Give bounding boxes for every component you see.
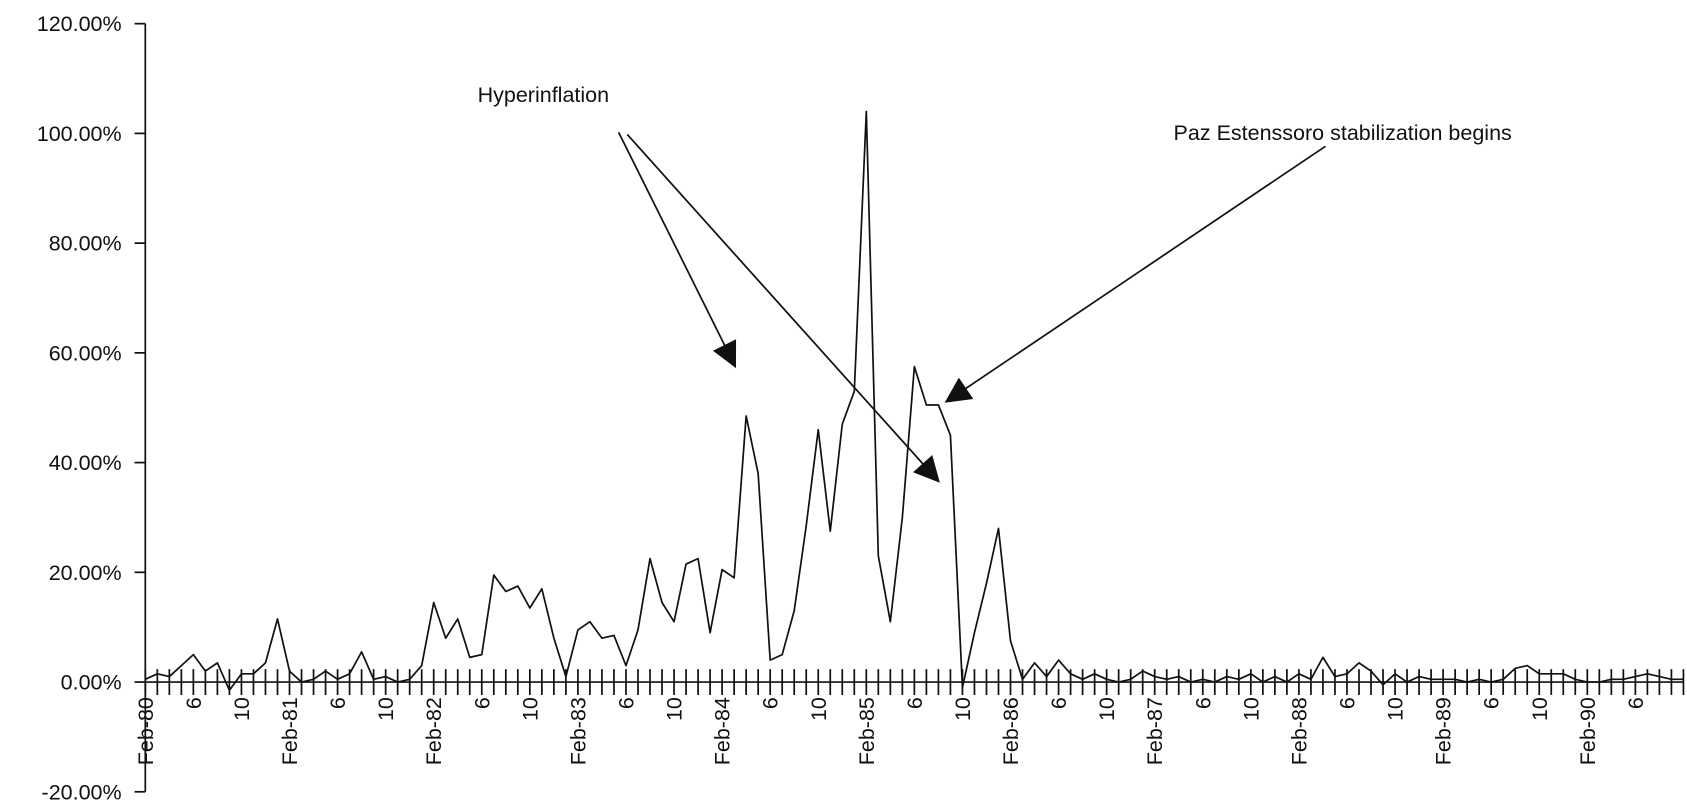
x-tick-label: 10 [951, 697, 975, 721]
x-tick-label: 10 [1528, 697, 1552, 721]
x-tick-label: 10 [1384, 697, 1408, 721]
x-tick-label: Feb-83 [566, 697, 590, 765]
x-tick-label: 6 [326, 697, 350, 709]
axes: -20.00% 0.00% 20.00% 40.00% 60.00% 80.00% 100.… [37, 12, 1685, 804]
y-tick-label: 0.00% [61, 671, 122, 695]
x-tick-label: 10 [518, 697, 542, 721]
x-tick-label: 6 [1047, 697, 1071, 709]
x-tick-label: 10 [1095, 697, 1119, 721]
x-tick-label: 10 [1239, 697, 1263, 721]
y-tick-label: 60.00% [49, 341, 122, 365]
y-tick-label: 120.00% [37, 12, 122, 36]
x-tick-label: 10 [663, 697, 687, 721]
x-tick-label: 6 [182, 697, 206, 709]
x-tick-label: Feb-84 [711, 697, 735, 765]
annotation-arrow [617, 131, 737, 369]
x-tick-label: 6 [759, 697, 783, 709]
x-tick-label: 10 [374, 697, 398, 721]
y-tick-label: -20.00% [42, 780, 122, 804]
x-tick-label: Feb-87 [1143, 697, 1167, 765]
x-tick-label: 6 [1624, 697, 1648, 709]
x-tick-label: 6 [1191, 697, 1215, 709]
x-tick-label: Feb-85 [855, 697, 879, 765]
y-tick-label: 100.00% [37, 122, 122, 146]
data-line [144, 110, 1684, 692]
y-tick-label: 40.00% [49, 451, 122, 475]
x-tick-label: Feb-82 [422, 697, 446, 765]
x-tick-label: 6 [903, 697, 927, 709]
annotation: Paz Estenssoro stabilization begins [1174, 121, 1512, 145]
x-tick-label: Feb-81 [278, 697, 302, 765]
x-tick-label: Feb-86 [999, 697, 1023, 765]
x-tick-label: 6 [1480, 697, 1504, 709]
annotation-arrow [626, 133, 940, 483]
y-tick-label: 20.00% [49, 561, 122, 585]
x-tick-label: 6 [1336, 697, 1360, 709]
x-tick-label: 10 [807, 697, 831, 721]
y-tick-label: 80.00% [49, 232, 122, 256]
annotation-arrow [944, 145, 1326, 403]
annotation: Hyperinflation [478, 83, 609, 107]
x-tick-label: Feb-90 [1576, 697, 1600, 765]
x-tick-label: 10 [230, 697, 254, 721]
x-tick-label: Feb-88 [1287, 697, 1311, 765]
x-tick-label: 6 [470, 697, 494, 709]
x-tick-label: Feb-89 [1432, 697, 1456, 765]
x-tick-label: Feb-80 [134, 697, 158, 765]
x-tick-label: 6 [615, 697, 639, 709]
plot-area [144, 110, 1684, 692]
